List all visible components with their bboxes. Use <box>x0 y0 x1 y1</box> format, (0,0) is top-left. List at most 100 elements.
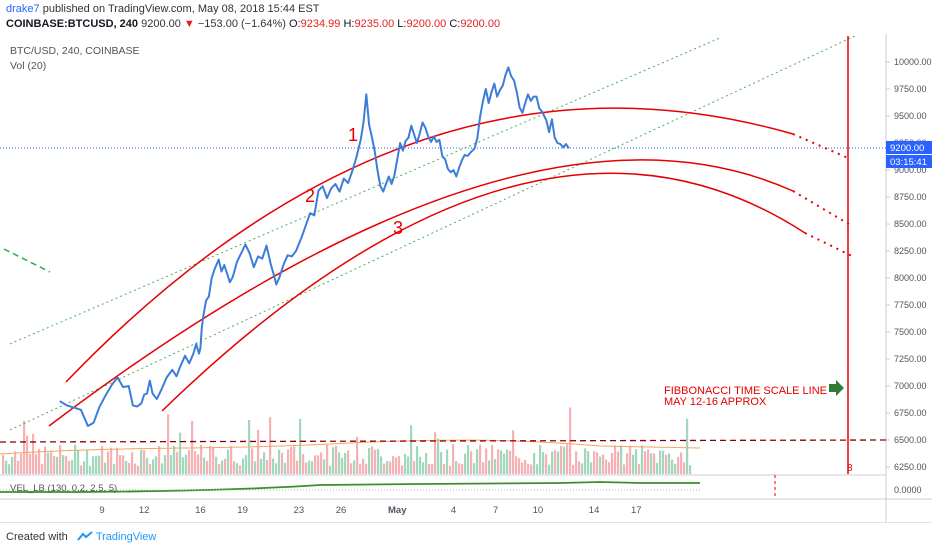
volume-bar <box>677 457 680 474</box>
volume-bar <box>38 448 41 474</box>
volume-bar <box>515 456 518 474</box>
fib-note-line1: FIBBONACCI TIME SCALE LINE <box>664 385 827 397</box>
volume-bar <box>329 465 332 474</box>
fib-arc-3 <box>161 172 806 412</box>
volume-bar <box>221 460 224 474</box>
close-value: 9200.00 <box>460 18 501 30</box>
volume-bar <box>536 464 539 474</box>
volume-bar <box>599 456 602 474</box>
price-axis[interactable]: 6250.00 6500.00 6750.00 7000.00 7250.00 7500.… <box>886 57 932 472</box>
volume-bar <box>299 418 302 474</box>
volume-bar <box>596 452 599 474</box>
volume-bar <box>311 461 314 474</box>
volume-bar <box>332 447 335 474</box>
volume-bar <box>218 464 221 474</box>
volume-bar <box>605 459 608 474</box>
volume-bar <box>323 459 326 474</box>
volume-bar <box>581 463 584 474</box>
volume-bar <box>182 457 185 474</box>
down-triangle-icon: ▼ <box>183 18 195 30</box>
volume-bar <box>416 446 419 474</box>
volume-bar <box>608 462 611 474</box>
volume-bar <box>305 462 308 474</box>
volume-bar <box>74 444 77 474</box>
volume-bar <box>224 458 227 474</box>
time-tick-label: 17 <box>631 505 642 516</box>
volume-bar <box>185 454 188 474</box>
volume-bar <box>548 464 551 474</box>
volume-bar <box>104 462 107 474</box>
time-axis[interactable]: 9 12 16 19 23 26 May 4 7 10 14 17 <box>99 505 641 516</box>
volume-bar <box>125 460 128 474</box>
open-label: O: <box>289 18 301 30</box>
arc-label-1: 1 <box>348 125 358 145</box>
volume-bar <box>689 465 692 474</box>
volume-bar <box>173 445 176 474</box>
volume-bar <box>554 450 557 474</box>
publish-line: drake7 published on TradingView.com, May… <box>6 3 320 15</box>
created-with: Created with TradingView <box>6 531 156 543</box>
volume-bar <box>11 456 14 474</box>
volume-bar <box>347 450 350 474</box>
volume-bar <box>404 453 407 474</box>
publish-info: published on TradingView.com, May 08, 20… <box>42 3 320 15</box>
volume-bar <box>119 455 122 474</box>
volume-bar <box>164 455 167 474</box>
volume-bar <box>341 457 344 474</box>
time-tick-label: 23 <box>294 505 305 516</box>
volume-bar <box>518 458 521 474</box>
volume-bar <box>488 460 491 474</box>
volume-bar <box>611 452 614 474</box>
short-green-dash <box>3 248 51 273</box>
volume-bar <box>14 451 17 474</box>
volume-bar <box>497 449 500 474</box>
volume-bar <box>8 464 11 474</box>
volume-bar <box>86 449 89 474</box>
volume-bar <box>521 462 524 474</box>
author-link[interactable]: drake7 <box>6 3 40 15</box>
volume-bar <box>467 445 470 474</box>
volume-bar <box>236 463 239 474</box>
volume-bar <box>266 459 269 474</box>
volume-bar <box>458 463 461 474</box>
low-label: L: <box>397 18 407 30</box>
volume-bar <box>524 459 527 474</box>
tradingview-logo-icon <box>77 531 93 541</box>
price-tick-label: 8250.00 <box>894 246 927 256</box>
indicator-pane-bg <box>0 476 886 498</box>
volume-bar <box>428 463 431 474</box>
fib-marker-number: 8 <box>847 463 853 474</box>
fib-arc-1 <box>65 107 794 383</box>
volume-bar <box>353 460 356 474</box>
price-tick-label: 7000.00 <box>894 381 927 391</box>
volume-bar <box>308 460 311 474</box>
volume-bar <box>179 432 182 474</box>
volume-bar <box>452 444 455 474</box>
indicator-label: VEL_LB (130, 0.2, 2.5, 5) <box>10 483 117 494</box>
volume-bar <box>146 458 149 474</box>
volume-bar <box>32 433 35 474</box>
main-pane-bg <box>0 34 886 474</box>
close-label: C: <box>449 18 461 30</box>
volume-bar <box>68 460 71 474</box>
volume-bar <box>566 444 569 474</box>
tradingview-brand[interactable]: TradingView <box>95 531 157 543</box>
volume-bar <box>434 432 437 474</box>
volume-bar <box>614 445 617 474</box>
volume-bar <box>239 465 242 474</box>
volume-bar <box>578 461 581 474</box>
price-series-line <box>59 66 570 427</box>
price-tick-label: 6750.00 <box>894 408 927 418</box>
volume-bar <box>644 451 647 474</box>
price-chart[interactable]: 1 2 3 FIBBONACCI TIME SCALE LINE MAY 12-… <box>0 34 932 522</box>
volume-bar <box>617 451 620 474</box>
right-arrow-icon <box>829 380 844 396</box>
time-tick-label: 26 <box>336 505 347 516</box>
volume-bar <box>656 462 659 474</box>
volume-bar <box>362 458 365 474</box>
volume-bar <box>509 450 512 474</box>
volume-bar <box>188 450 191 474</box>
volume-bar <box>71 460 74 474</box>
volume-bar <box>392 456 395 474</box>
volume-bar <box>464 453 467 474</box>
